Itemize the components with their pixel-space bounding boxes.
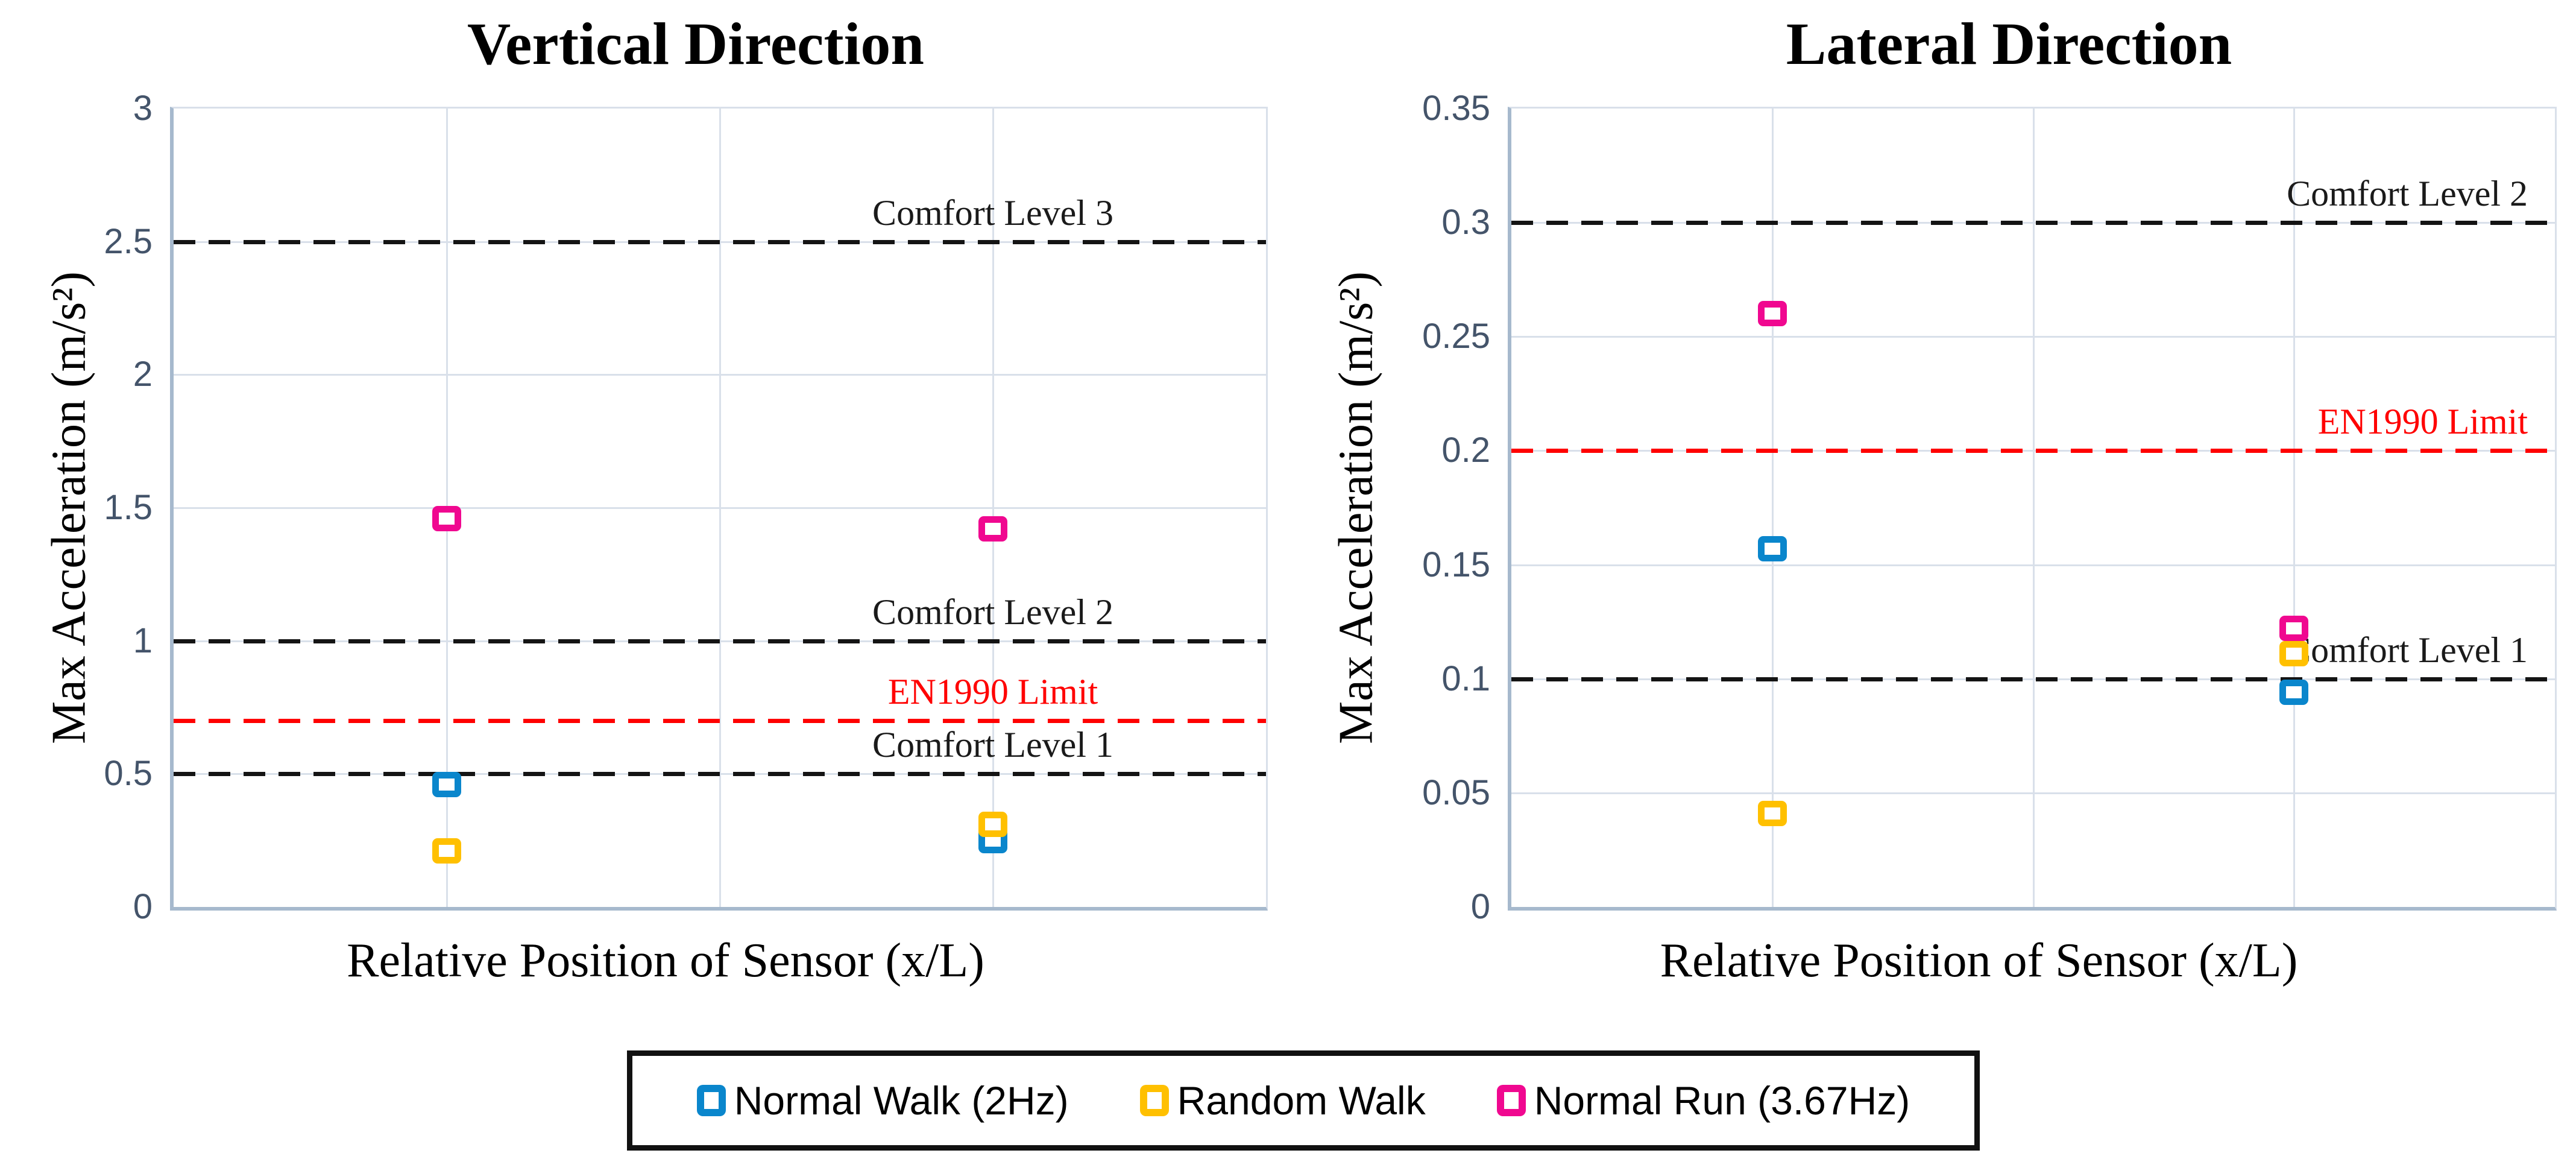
- y-axis-title-lateral: Max Acceleration (m/s²): [1329, 271, 1383, 744]
- x-axis-title-lateral: Relative Position of Sensor (x/L): [1660, 934, 2298, 987]
- reference-dashed-line: [174, 239, 1266, 244]
- legend: Normal Walk (2Hz) Random Walk Normal Run…: [627, 1050, 1980, 1151]
- reference-line-label: EN1990 Limit: [887, 672, 1098, 712]
- legend-label: Random Walk: [1177, 1078, 1426, 1123]
- reference-line-label: Comfort Level 1: [872, 725, 1113, 765]
- reference-dashed-line: [174, 639, 1266, 643]
- reference-line-label: Comfort Level 3: [872, 192, 1113, 233]
- y-axis-tick-label: 2.5: [104, 221, 153, 261]
- x-gridline: [1771, 109, 1774, 907]
- y-axis-tick-label: 0: [133, 887, 153, 926]
- data-point-marker: [1757, 301, 1787, 327]
- square-outline-marker: [1496, 1085, 1526, 1116]
- y-axis-title-vertical: Max Acceleration (m/s²): [42, 271, 96, 744]
- plot-area-lateral: 0.35 0.3 0.25 0.2 0.15 0.1 0.05 0 Comfort Level …: [1422, 91, 2557, 924]
- y-axis-tick-label: 3: [133, 89, 153, 128]
- chart-title-lateral: Lateral Direction: [1786, 10, 2232, 77]
- y-axis-tick-label: 2: [133, 355, 153, 394]
- data-point-marker: [432, 771, 461, 797]
- data-point-marker: [2279, 616, 2309, 642]
- y-axis-tick-label: 1: [133, 621, 153, 660]
- data-point-marker: [978, 516, 1007, 542]
- y-axis-tick-label: 0.2: [1441, 431, 1490, 470]
- y-axis-tick-label: 0.35: [1422, 89, 1490, 128]
- y-axis-tick-label: 0.15: [1422, 545, 1490, 584]
- reference-dashed-line: [174, 772, 1266, 777]
- reference-line-label: Comfort Level 2: [2287, 174, 2528, 214]
- y-axis-tick-label: 0.1: [1441, 659, 1490, 698]
- reference-line-label: Comfort Level 1: [2287, 630, 2528, 670]
- reference-line-label: Comfort Level 2: [872, 592, 1113, 632]
- square-outline-marker: [1139, 1085, 1169, 1116]
- y-axis-tick-label: 1.5: [104, 488, 153, 527]
- y-axis-tick-label: 0.3: [1441, 203, 1490, 242]
- y-axis-tick-label: 0.5: [104, 754, 153, 794]
- x-gridline: [992, 109, 994, 907]
- reference-dashed-line: [1511, 221, 2555, 226]
- square-outline-marker: [696, 1085, 726, 1116]
- y-axis-tick-label: 0.05: [1422, 772, 1490, 812]
- legend-entry-normal-walk: Normal Walk (2Hz): [696, 1078, 1069, 1123]
- data-point-marker: [1757, 800, 1787, 826]
- reference-line-label: EN1990 Limit: [2317, 402, 2528, 442]
- legend-label: Normal Run (3.67Hz): [1534, 1078, 1910, 1123]
- reference-dashed-line: [1511, 449, 2555, 453]
- reference-dashed-line: [1511, 677, 2555, 681]
- data-point-marker: [432, 505, 461, 531]
- plot-area-vertical: 3 2.5 2 1.5 1 0.5 0 Comfort Level 3 Comfort Leve…: [104, 91, 1268, 924]
- y-axis-tick-label: 0.25: [1422, 317, 1490, 356]
- y-axis-tick-label: 0: [1470, 887, 1490, 926]
- x-gridline: [2293, 109, 2296, 907]
- data-point-marker: [2279, 680, 2309, 706]
- data-point-marker: [1757, 536, 1787, 562]
- x-axis-title-vertical: Relative Position of Sensor (x/L): [347, 934, 984, 987]
- chart-title-vertical: Vertical Direction: [467, 10, 925, 77]
- data-point-marker: [2279, 641, 2309, 667]
- x-gridline: [2032, 109, 2035, 907]
- legend-entry-random-walk: Random Walk: [1139, 1078, 1426, 1123]
- legend-entry-normal-run: Normal Run (3.67Hz): [1496, 1078, 1910, 1123]
- legend-label: Normal Walk (2Hz): [734, 1078, 1069, 1123]
- data-point-marker: [978, 812, 1007, 838]
- x-gridline: [719, 109, 721, 907]
- data-point-marker: [432, 838, 461, 864]
- reference-dashed-line: [174, 719, 1266, 724]
